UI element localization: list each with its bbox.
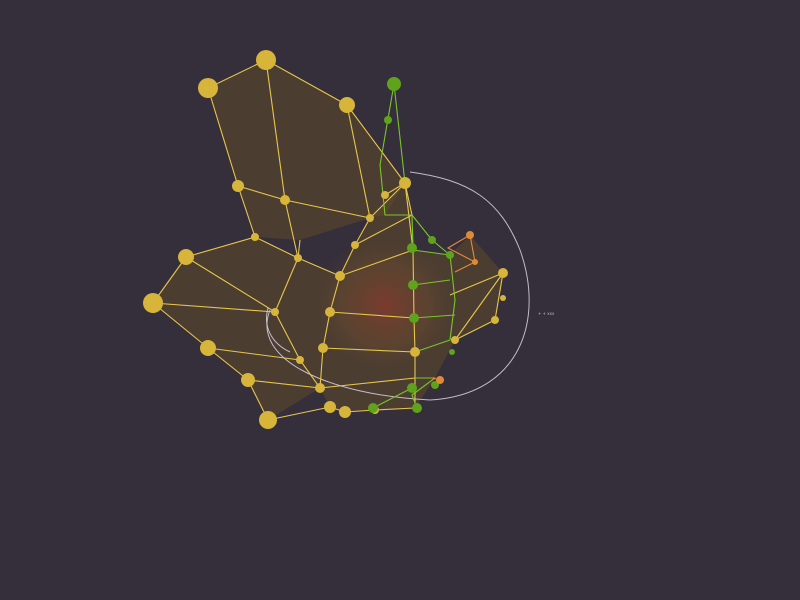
vertex-handle[interactable] bbox=[143, 293, 163, 313]
yellow-nodes[interactable] bbox=[143, 50, 508, 429]
orbit-label: + + xxx bbox=[538, 311, 555, 316]
vertex-handle[interactable] bbox=[198, 78, 218, 98]
vertex-handle[interactable] bbox=[491, 316, 499, 324]
back-panel bbox=[208, 60, 405, 240]
left-wing bbox=[153, 237, 320, 420]
vertex-handle[interactable] bbox=[339, 97, 355, 113]
vertex-handle[interactable] bbox=[436, 376, 444, 384]
vertex-handle[interactable] bbox=[399, 177, 411, 189]
vertex-handle[interactable] bbox=[500, 295, 506, 301]
vertex-handle[interactable] bbox=[324, 401, 336, 413]
vertex-handle[interactable] bbox=[296, 356, 304, 364]
vertex-handle[interactable] bbox=[351, 241, 359, 249]
vertex-handle[interactable] bbox=[256, 50, 276, 70]
vertex-handle[interactable] bbox=[428, 236, 436, 244]
vertex-handle[interactable] bbox=[407, 383, 417, 393]
orbit-ring[interactable] bbox=[266, 171, 530, 401]
vertex-handle[interactable] bbox=[339, 406, 351, 418]
green-nodes[interactable] bbox=[368, 77, 455, 413]
vertex-handle[interactable] bbox=[446, 251, 454, 259]
vertex-handle[interactable] bbox=[472, 259, 478, 265]
vertex-handle[interactable] bbox=[466, 231, 474, 239]
vertex-handle[interactable] bbox=[271, 308, 279, 316]
vertex-handle[interactable] bbox=[251, 233, 259, 241]
orbit-ring-segment[interactable] bbox=[266, 307, 291, 353]
vertex-handle[interactable] bbox=[412, 403, 422, 413]
orbit-gizmo[interactable]: + + xxx bbox=[266, 171, 555, 401]
vertex-handle[interactable] bbox=[178, 249, 194, 265]
vertex-handle[interactable] bbox=[318, 343, 328, 353]
core-glow bbox=[310, 235, 460, 375]
vertex-handle[interactable] bbox=[409, 313, 419, 323]
vertex-handle[interactable] bbox=[315, 383, 325, 393]
vertex-handle[interactable] bbox=[280, 195, 290, 205]
vertex-handle[interactable] bbox=[408, 280, 418, 290]
mesh-body bbox=[153, 60, 503, 420]
vertex-handle[interactable] bbox=[200, 340, 216, 356]
vertex-handle[interactable] bbox=[366, 214, 374, 222]
vertex-handle[interactable] bbox=[368, 403, 378, 413]
vertex-handle[interactable] bbox=[294, 254, 302, 262]
vertex-handle[interactable] bbox=[451, 336, 459, 344]
vertex-handle[interactable] bbox=[335, 271, 345, 281]
vertex-handle[interactable] bbox=[232, 180, 244, 192]
vertex-handle[interactable] bbox=[381, 191, 389, 199]
orange-nodes[interactable] bbox=[436, 231, 478, 384]
vertex-handle[interactable] bbox=[407, 243, 417, 253]
vertex-handle[interactable] bbox=[498, 268, 508, 278]
vertex-handle[interactable] bbox=[431, 381, 439, 389]
vertex-handle[interactable] bbox=[325, 307, 335, 317]
vertex-handle[interactable] bbox=[387, 77, 401, 91]
vertex-handle[interactable] bbox=[384, 116, 392, 124]
vertex-handle[interactable] bbox=[410, 347, 420, 357]
vertex-handle[interactable] bbox=[449, 349, 455, 355]
vertex-handle[interactable] bbox=[259, 411, 277, 429]
vertex-handle[interactable] bbox=[241, 373, 255, 387]
